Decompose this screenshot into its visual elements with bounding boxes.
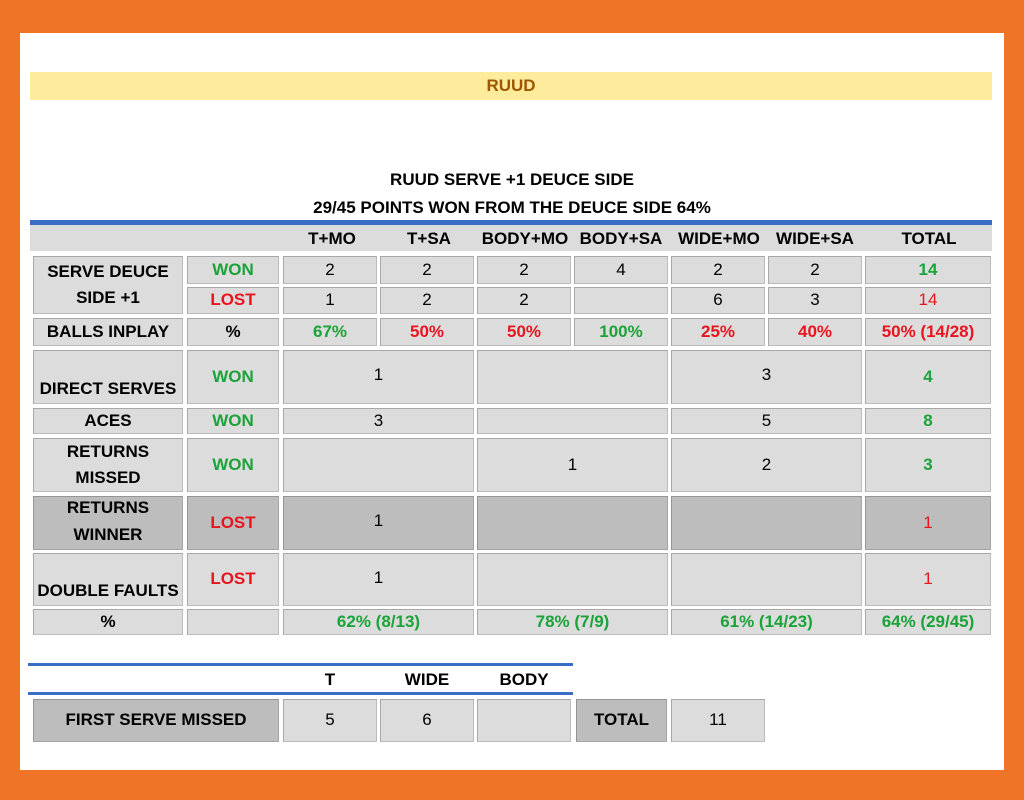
won-label: WON <box>186 255 280 285</box>
first-serve-body-value <box>476 698 572 743</box>
percent-row-label: % <box>32 608 184 636</box>
header-divider <box>30 220 992 225</box>
won-value: 2 <box>670 255 766 285</box>
inplay-percent: 100% <box>573 317 669 347</box>
double-faults-wide <box>670 552 863 607</box>
balls-inplay-label: BALLS INPLAY <box>32 317 184 347</box>
first-serve-wide-value: 6 <box>379 698 475 743</box>
percent-body: 78% (7/9) <box>476 608 669 636</box>
inplay-percent: 67% <box>282 317 378 347</box>
lost-value: 3 <box>767 286 863 315</box>
returns-winner-label-line2: WINNER <box>73 524 143 544</box>
direct-serves-total: 4 <box>864 349 992 405</box>
stats-sheet: RUUD RUUD SERVE +1 DEUCE SIDE 29/45 POIN… <box>20 33 1004 770</box>
percent-row-empty <box>186 608 280 636</box>
returns-missed-label: RETURNS MISSED <box>32 437 184 493</box>
returns-winner-body <box>476 495 669 551</box>
direct-serves-result: WON <box>186 349 280 405</box>
first-serve-missed-label: FIRST SERVE MISSED <box>32 698 280 743</box>
aces-result: WON <box>186 407 280 435</box>
inplay-percent: 25% <box>670 317 766 347</box>
won-total: 14 <box>864 255 992 285</box>
aces-total: 8 <box>864 407 992 435</box>
returns-winner-total: 1 <box>864 495 992 551</box>
direct-serves-wide: 3 <box>670 349 863 405</box>
first-serve-header-wide: WIDE <box>404 670 450 689</box>
inplay-percent: 50% <box>379 317 475 347</box>
returns-missed-result: WON <box>186 437 280 493</box>
returns-missed-total: 3 <box>864 437 992 493</box>
returns-winner-label: RETURNS WINNER <box>32 495 184 551</box>
first-serve-header-t: T <box>324 670 336 689</box>
percent-total: 64% (29/45) <box>864 608 992 636</box>
serve-deuce-label: SERVE DEUCE SIDE +1 <box>32 255 184 315</box>
lost-value: 6 <box>670 286 766 315</box>
returns-winner-label-line1: RETURNS <box>66 498 150 518</box>
serve-deuce-label-line2: SIDE +1 <box>76 288 140 307</box>
first-serve-top-line <box>28 663 573 666</box>
double-faults-label: DOUBLE FAULTS <box>32 552 184 607</box>
first-serve-t-value: 5 <box>282 698 378 743</box>
returns-winner-wide <box>670 495 863 551</box>
double-faults-result: LOST <box>186 552 280 607</box>
col-header-total: TOTAL <box>901 229 957 248</box>
lost-value: 2 <box>476 286 572 315</box>
percent-t: 62% (8/13) <box>282 608 475 636</box>
direct-serves-label: DIRECT SERVES <box>32 349 184 405</box>
inplay-percent: 40% <box>767 317 863 347</box>
returns-winner-t: 1 <box>282 495 475 551</box>
returns-missed-body: 1 <box>476 437 669 493</box>
aces-label: ACES <box>32 407 184 435</box>
double-faults-total: 1 <box>864 552 992 607</box>
aces-wide: 5 <box>670 407 863 435</box>
first-serve-header-line <box>28 692 573 695</box>
serve-deuce-label-line1: SERVE DEUCE <box>47 261 169 281</box>
direct-serves-t: 1 <box>282 349 475 405</box>
lost-value <box>573 286 669 315</box>
table-subtitle: 29/45 POINTS WON FROM THE DEUCE SIDE 64% <box>313 198 711 217</box>
direct-serves-body <box>476 349 669 405</box>
column-header-band <box>30 225 992 251</box>
aces-body <box>476 407 669 435</box>
aces-t: 3 <box>282 407 475 435</box>
won-value: 2 <box>282 255 378 285</box>
won-value: 2 <box>379 255 475 285</box>
won-value: 2 <box>476 255 572 285</box>
double-faults-body <box>476 552 669 607</box>
col-header-body-sa: BODY+SA <box>579 229 663 248</box>
col-header-wide-mo: WIDE+MO <box>678 229 760 248</box>
first-serve-total-label: TOTAL <box>575 698 668 743</box>
percent-wide: 61% (14/23) <box>670 608 863 636</box>
returns-winner-result: LOST <box>186 495 280 551</box>
double-faults-t: 1 <box>282 552 475 607</box>
lost-label: LOST <box>186 286 280 315</box>
won-value: 2 <box>767 255 863 285</box>
player-banner: RUUD <box>30 72 992 100</box>
col-header-wide-sa: WIDE+SA <box>776 229 854 248</box>
first-serve-total-value: 11 <box>670 698 766 743</box>
col-header-body-mo: BODY+MO <box>481 229 569 248</box>
balls-inplay-percent-label: % <box>186 317 280 347</box>
lost-value: 2 <box>379 286 475 315</box>
returns-missed-wide: 2 <box>670 437 863 493</box>
inplay-percent: 50% <box>476 317 572 347</box>
table-title: RUUD SERVE +1 DEUCE SIDE <box>390 170 634 189</box>
lost-value: 1 <box>282 286 378 315</box>
inplay-percent-total: 50% (14/28) <box>864 317 992 347</box>
returns-missed-t <box>282 437 475 493</box>
returns-missed-label-line2: MISSED <box>75 468 141 487</box>
returns-missed-label-line1: RETURNS <box>66 441 150 461</box>
col-header-t-mo: T+MO <box>308 229 356 248</box>
first-serve-header-body: BODY <box>499 670 549 689</box>
lost-total: 14 <box>864 286 992 315</box>
col-header-t-sa: T+SA <box>407 229 451 248</box>
won-value: 4 <box>573 255 669 285</box>
